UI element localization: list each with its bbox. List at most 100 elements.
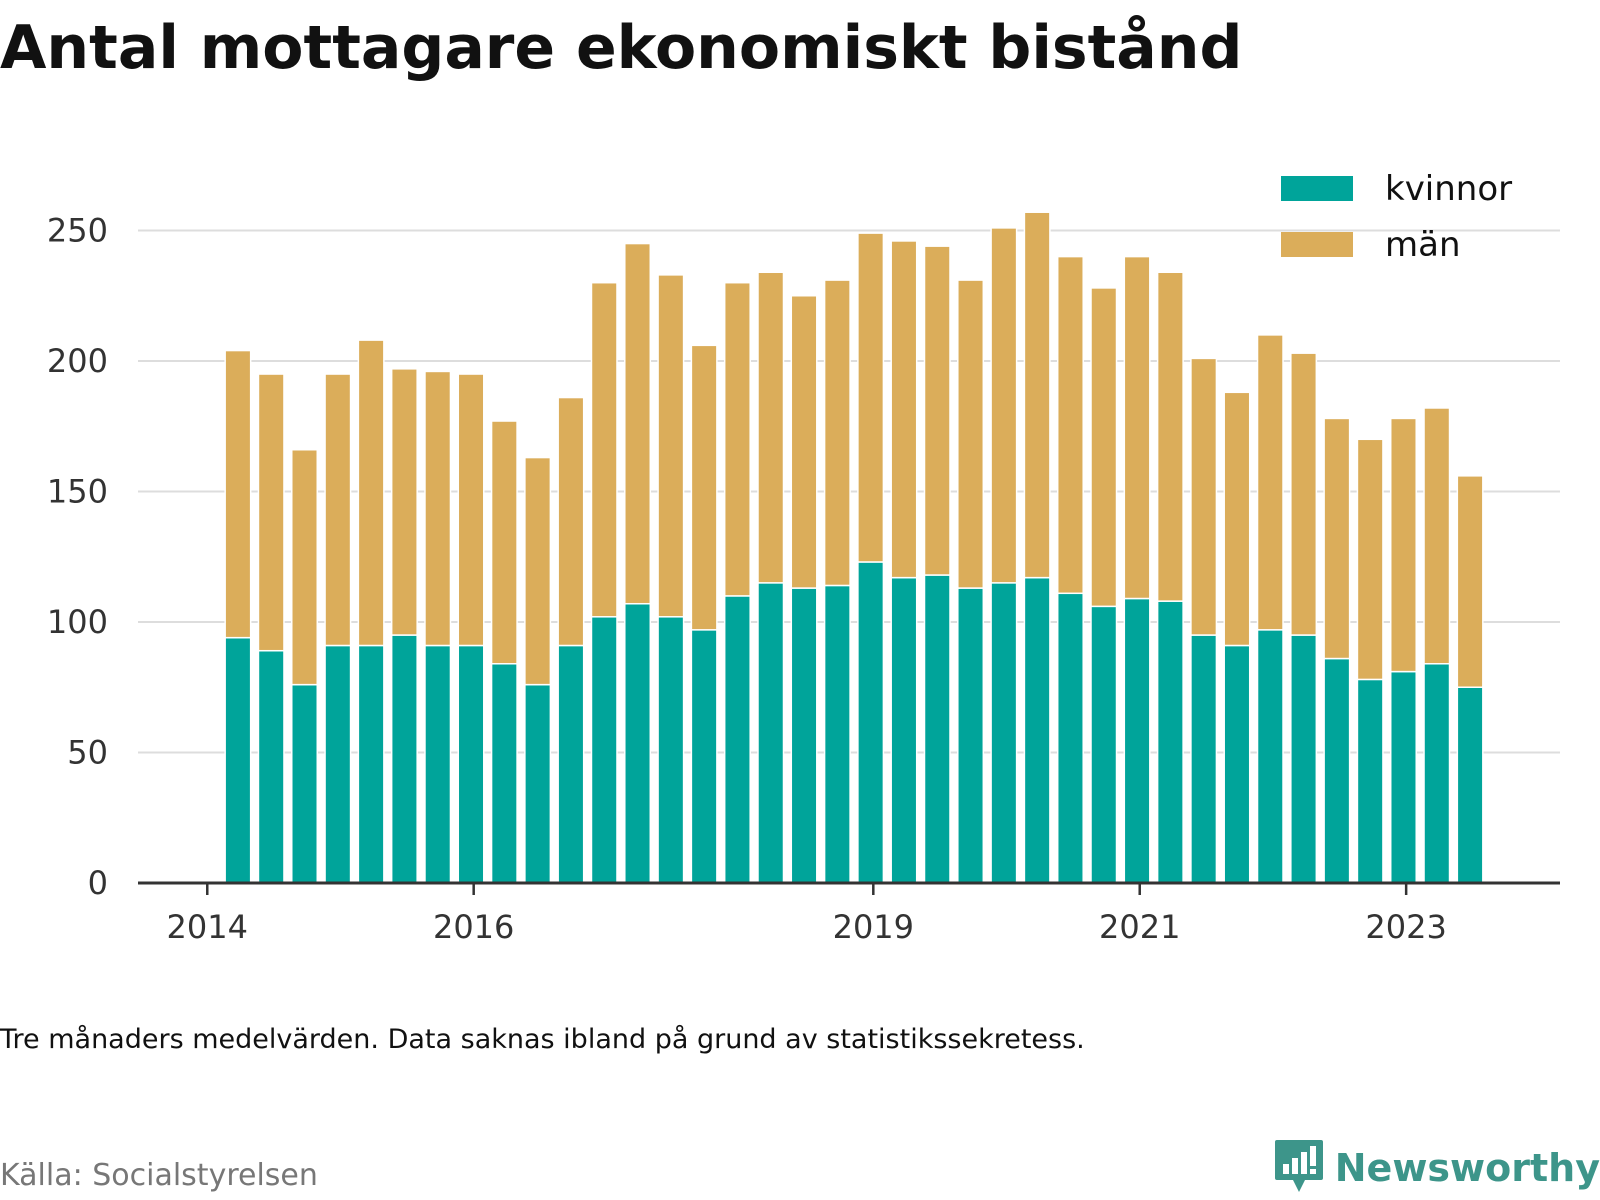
- bar-segment-kvinnor: [890, 576, 918, 884]
- y-axis-ticks: 0 50 100 150 200 250: [47, 212, 108, 903]
- bar-segment-kvinnor: [957, 587, 985, 884]
- bar-segment-kvinnor: [390, 634, 418, 884]
- bar-segment-kvinnor: [324, 644, 352, 884]
- x-tick-label: 2014: [167, 908, 248, 946]
- bar-segment-män: [390, 368, 418, 636]
- bar-segment-män: [1389, 417, 1417, 673]
- bar-segment-kvinnor: [690, 629, 718, 884]
- bar-segment-kvinnor: [557, 644, 585, 884]
- bar-segment-kvinnor: [624, 602, 652, 884]
- bar-segment-kvinnor: [1290, 634, 1318, 884]
- bar-segment-män: [624, 242, 652, 605]
- bar-segment-kvinnor: [357, 644, 385, 884]
- bar-segment-män: [690, 344, 718, 631]
- bar-segment-kvinnor: [1223, 644, 1251, 884]
- bar-segment-kvinnor: [1256, 629, 1284, 884]
- bar-segment-kvinnor: [990, 582, 1018, 884]
- bar-segment-män: [524, 456, 552, 686]
- bar-segment-kvinnor: [424, 644, 452, 884]
- x-axis-ticks: 2014 2016 2019 2021 2023: [167, 883, 1447, 946]
- legend-label-män: män: [1385, 225, 1461, 265]
- bar-segment-kvinnor: [1456, 686, 1484, 884]
- bar-segment-män: [823, 279, 851, 587]
- chart-note: Tre månaders medelvärden. Data saknas ib…: [0, 1024, 1085, 1055]
- bar-segment-män: [890, 240, 918, 579]
- bar-segment-män: [1456, 475, 1484, 688]
- bar-segment-män: [657, 274, 685, 618]
- y-tick-label: 200: [47, 342, 108, 380]
- bar-segment-kvinnor: [723, 595, 751, 884]
- bar-segment-kvinnor: [923, 574, 951, 884]
- bar-segment-kvinnor: [1090, 605, 1118, 884]
- legend-swatch-män: [1281, 232, 1353, 257]
- bar-segment-män: [224, 349, 252, 639]
- bar-segment-män: [291, 448, 319, 686]
- source-text: Källa: Socialstyrelsen: [0, 1158, 318, 1193]
- bar-segment-kvinnor: [1156, 600, 1184, 884]
- bar-segment-män: [757, 271, 785, 584]
- bars: [224, 211, 1484, 884]
- bar-segment-kvinnor: [590, 616, 618, 884]
- bar-segment-män: [1023, 211, 1051, 579]
- bar-segment-män: [590, 281, 618, 618]
- bar-segment-män: [1190, 357, 1218, 636]
- bar-segment-män: [790, 295, 818, 589]
- bar-segment-män: [1123, 255, 1151, 600]
- bar-segment-kvinnor: [1356, 678, 1384, 884]
- bar-segment-män: [457, 373, 485, 647]
- bar-segment-kvinnor: [224, 636, 252, 884]
- y-tick-label: 0: [88, 864, 108, 902]
- bar-segment-män: [923, 245, 951, 576]
- bar-segment-män: [557, 396, 585, 647]
- bar-segment-kvinnor: [1423, 663, 1451, 884]
- bar-segment-kvinnor: [524, 683, 552, 884]
- y-tick-label: 50: [67, 734, 108, 772]
- legend: kvinnor män: [1281, 169, 1512, 265]
- bar-segment-män: [1056, 255, 1084, 595]
- bar-segment-män: [257, 373, 285, 652]
- bar-segment-kvinnor: [1190, 634, 1218, 884]
- brand-name: Newsworthy: [1334, 1146, 1600, 1190]
- y-tick-label: 250: [47, 212, 108, 250]
- bar-segment-kvinnor: [823, 584, 851, 884]
- bar-segment-män: [424, 370, 452, 647]
- bar-segment-män: [1323, 417, 1351, 660]
- bar-segment-män: [1223, 391, 1251, 647]
- bar-segment-män: [1356, 438, 1384, 681]
- bar-segment-kvinnor: [657, 616, 685, 884]
- x-tick-label: 2023: [1365, 908, 1446, 946]
- bar-segment-kvinnor: [857, 561, 885, 884]
- brand-logo[interactable]: Newsworthy: [1273, 1140, 1600, 1196]
- bar-segment-män: [957, 279, 985, 589]
- y-tick-label: 100: [47, 603, 108, 641]
- bar-segment-kvinnor: [457, 644, 485, 884]
- bar-segment-kvinnor: [790, 587, 818, 884]
- bar-segment-kvinnor: [257, 649, 285, 884]
- bar-segment-kvinnor: [1023, 576, 1051, 884]
- bar-segment-kvinnor: [1123, 597, 1151, 884]
- legend-swatch-kvinnor: [1281, 176, 1353, 201]
- bar-segment-män: [324, 373, 352, 647]
- legend-label-kvinnor: kvinnor: [1385, 169, 1512, 209]
- bar-segment-män: [1090, 287, 1118, 608]
- bar-segment-män: [1256, 334, 1284, 631]
- bar-segment-män: [857, 232, 885, 563]
- bar-segment-män: [357, 339, 385, 647]
- stacked-bar-chart: 0 50 100 150 200 250 2014 2016 2019 2021 2023 kvi…: [47, 169, 1560, 946]
- bar-segment-kvinnor: [291, 683, 319, 884]
- bar-segment-män: [1156, 271, 1184, 602]
- x-tick-label: 2016: [433, 908, 514, 946]
- bar-segment-kvinnor: [490, 663, 518, 884]
- bar-segment-kvinnor: [1389, 670, 1417, 884]
- bar-chart-speech-bubble-icon: [1273, 1138, 1325, 1198]
- bar-segment-kvinnor: [1323, 657, 1351, 884]
- bar-segment-män: [490, 420, 518, 665]
- bar-segment-män: [723, 281, 751, 597]
- bar-segment-kvinnor: [757, 582, 785, 884]
- x-tick-label: 2019: [833, 908, 914, 946]
- bar-segment-män: [990, 227, 1018, 584]
- x-tick-label: 2021: [1099, 908, 1180, 946]
- chart-area: 0 50 100 150 200 250 2014 2016 2019 2021 2023 kvi…: [0, 130, 1600, 990]
- y-tick-label: 150: [47, 473, 108, 511]
- bar-segment-män: [1423, 407, 1451, 665]
